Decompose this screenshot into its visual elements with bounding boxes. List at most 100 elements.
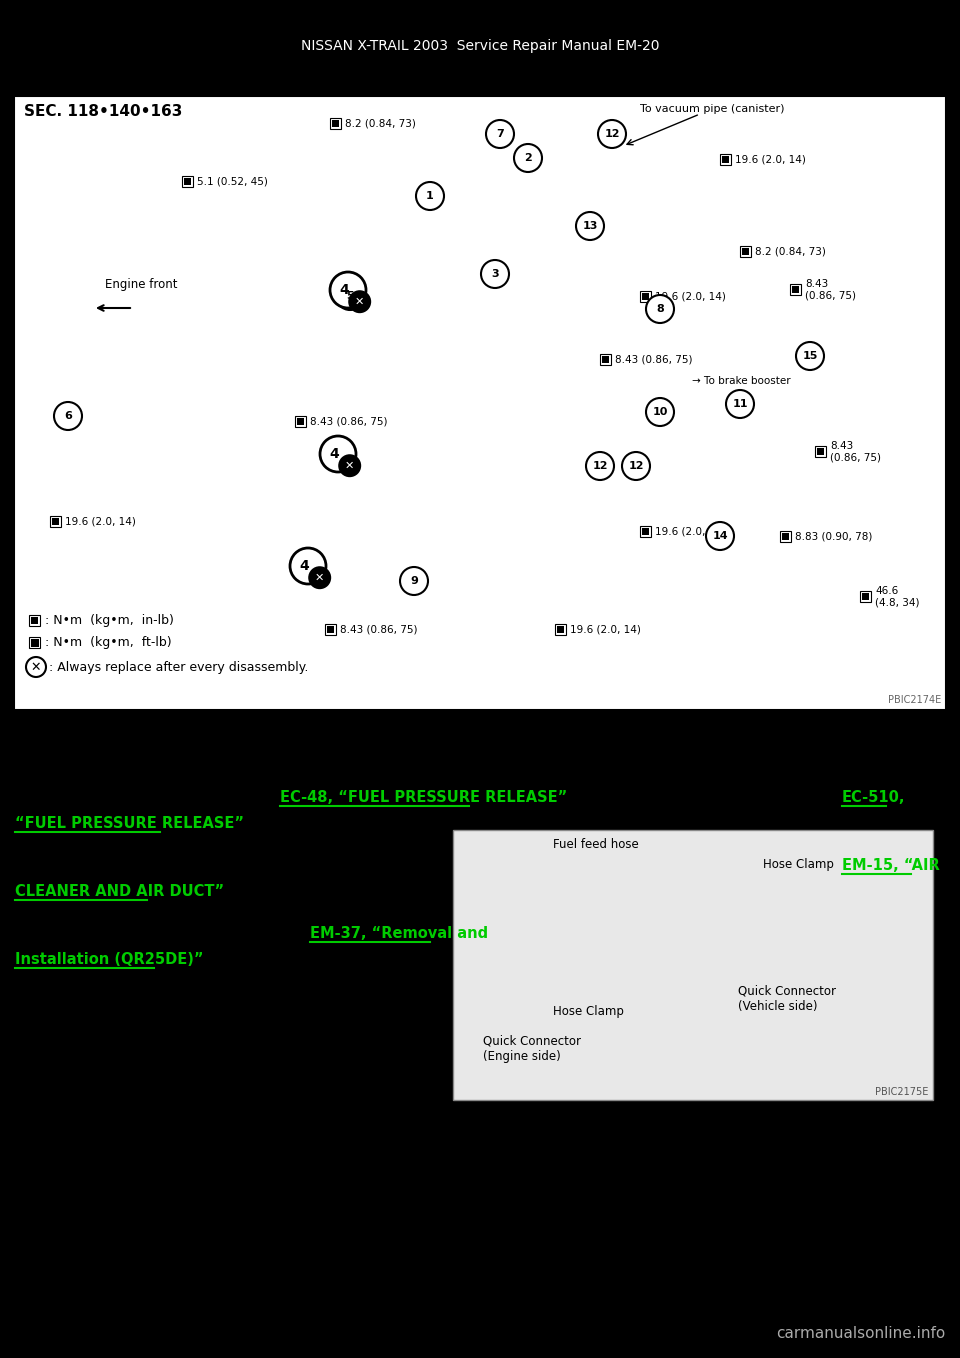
Text: EC-48, “FUEL PRESSURE RELEASE”: EC-48, “FUEL PRESSURE RELEASE” [280, 790, 567, 805]
Circle shape [646, 398, 674, 426]
Bar [640, 526, 651, 536]
Bar [52, 517, 59, 526]
Text: Quick Connector: Quick Connector [738, 985, 836, 998]
Text: 4: 4 [339, 282, 348, 297]
Bar [862, 593, 869, 600]
Bar [0, 1316, 960, 1358]
Bar [642, 528, 649, 535]
Text: PBIC2175E: PBIC2175E [875, 1086, 928, 1097]
Text: : Always replace after every disassembly.: : Always replace after every disassembly… [49, 660, 308, 674]
Bar [780, 531, 791, 542]
Text: 8.43
(0.86, 75): 8.43 (0.86, 75) [805, 278, 856, 300]
Bar [640, 291, 651, 301]
Text: Quick Connector: Quick Connector [483, 1035, 581, 1048]
Bar [0, 0, 960, 92]
Circle shape [309, 568, 330, 588]
Bar [0, 779, 960, 1120]
Text: ✕: ✕ [355, 296, 365, 307]
Circle shape [400, 568, 428, 595]
Bar [600, 354, 611, 365]
Text: 8.43 (0.86, 75): 8.43 (0.86, 75) [340, 625, 418, 634]
Bar [327, 626, 334, 633]
Text: PBIC2174E: PBIC2174E [888, 695, 941, 705]
Circle shape [481, 259, 509, 288]
Text: 14: 14 [712, 531, 728, 540]
Text: 7: 7 [496, 129, 504, 139]
Text: 8.43 (0.86, 75): 8.43 (0.86, 75) [615, 354, 692, 364]
Text: 8.2 (0.84, 73): 8.2 (0.84, 73) [755, 247, 826, 257]
Bar [29, 637, 40, 648]
Text: EC-510,: EC-510, [842, 790, 905, 805]
Text: 1: 1 [426, 191, 434, 201]
Bar [325, 623, 336, 636]
Text: NISSAN X-TRAIL 2003  Service Repair Manual EM-20: NISSAN X-TRAIL 2003 Service Repair Manua… [300, 39, 660, 53]
Text: ✕: ✕ [345, 460, 354, 471]
Text: ✕: ✕ [31, 660, 41, 674]
Text: Installation (QR25DE)”: Installation (QR25DE)” [15, 952, 204, 967]
Bar [0, 712, 960, 779]
Text: 19.6 (2.0, 14): 19.6 (2.0, 14) [735, 155, 805, 164]
Bar [182, 177, 193, 187]
Text: SEC. 118•140•163: SEC. 118•140•163 [24, 105, 182, 120]
Circle shape [349, 291, 371, 312]
Bar [742, 249, 749, 255]
Bar [31, 638, 38, 646]
Circle shape [54, 402, 82, 430]
Text: 19.6 (2.0, 14): 19.6 (2.0, 14) [65, 516, 136, 527]
Text: 46.6
(4.8, 34): 46.6 (4.8, 34) [875, 585, 920, 607]
Bar [295, 416, 306, 426]
Circle shape [622, 452, 650, 479]
Text: 12: 12 [592, 460, 608, 471]
Circle shape [646, 295, 674, 323]
Text: Engine front: Engine front [105, 278, 178, 291]
Bar [782, 532, 789, 540]
Bar [557, 626, 564, 633]
Text: : N•m  (kg•m,  ft-lb): : N•m (kg•m, ft-lb) [45, 636, 172, 649]
Circle shape [598, 120, 626, 148]
Text: 8.83 (0.90, 78): 8.83 (0.90, 78) [795, 531, 873, 542]
Bar [555, 623, 566, 636]
Bar [50, 516, 61, 527]
Text: Hose Clamp: Hose Clamp [763, 858, 834, 870]
Bar [815, 445, 826, 458]
Text: carmanualsonline.info: carmanualsonline.info [776, 1325, 945, 1340]
Circle shape [336, 282, 364, 310]
Text: 6: 6 [64, 411, 72, 421]
Circle shape [586, 452, 614, 479]
Bar [14, 96, 946, 710]
Bar [29, 615, 40, 626]
Circle shape [339, 455, 360, 477]
Text: 19.6 (2.0, 14): 19.6 (2.0, 14) [655, 527, 726, 536]
Text: 2: 2 [524, 153, 532, 163]
Text: 8.43
(0.86, 75): 8.43 (0.86, 75) [830, 441, 881, 462]
Text: 3: 3 [492, 269, 499, 278]
Text: 4: 4 [329, 447, 339, 460]
Circle shape [726, 390, 754, 418]
Text: Hose Clamp: Hose Clamp [553, 1005, 624, 1018]
Bar [31, 617, 38, 623]
Text: 13: 13 [583, 221, 598, 231]
Text: 8.43 (0.86, 75): 8.43 (0.86, 75) [310, 417, 388, 426]
Text: 12: 12 [604, 129, 620, 139]
Circle shape [576, 212, 604, 240]
Text: 8.2 (0.84, 73): 8.2 (0.84, 73) [345, 118, 416, 129]
Circle shape [796, 342, 824, 369]
Bar [332, 120, 339, 128]
Circle shape [706, 521, 734, 550]
Text: → To brake booster: → To brake booster [692, 376, 791, 386]
Circle shape [330, 272, 366, 308]
Circle shape [514, 144, 542, 172]
Text: (Engine side): (Engine side) [483, 1050, 561, 1063]
Bar [722, 156, 729, 163]
Text: 9: 9 [410, 576, 418, 587]
Bar [792, 287, 799, 293]
Text: 10: 10 [652, 407, 668, 417]
Text: : N•m  (kg•m,  in-lb): : N•m (kg•m, in-lb) [45, 614, 174, 627]
Bar [740, 246, 751, 257]
Bar [602, 356, 609, 363]
Circle shape [26, 657, 46, 678]
Bar [860, 591, 871, 602]
Bar [184, 178, 191, 185]
Bar [297, 418, 304, 425]
Text: EM-15, “AIR: EM-15, “AIR [842, 858, 940, 873]
